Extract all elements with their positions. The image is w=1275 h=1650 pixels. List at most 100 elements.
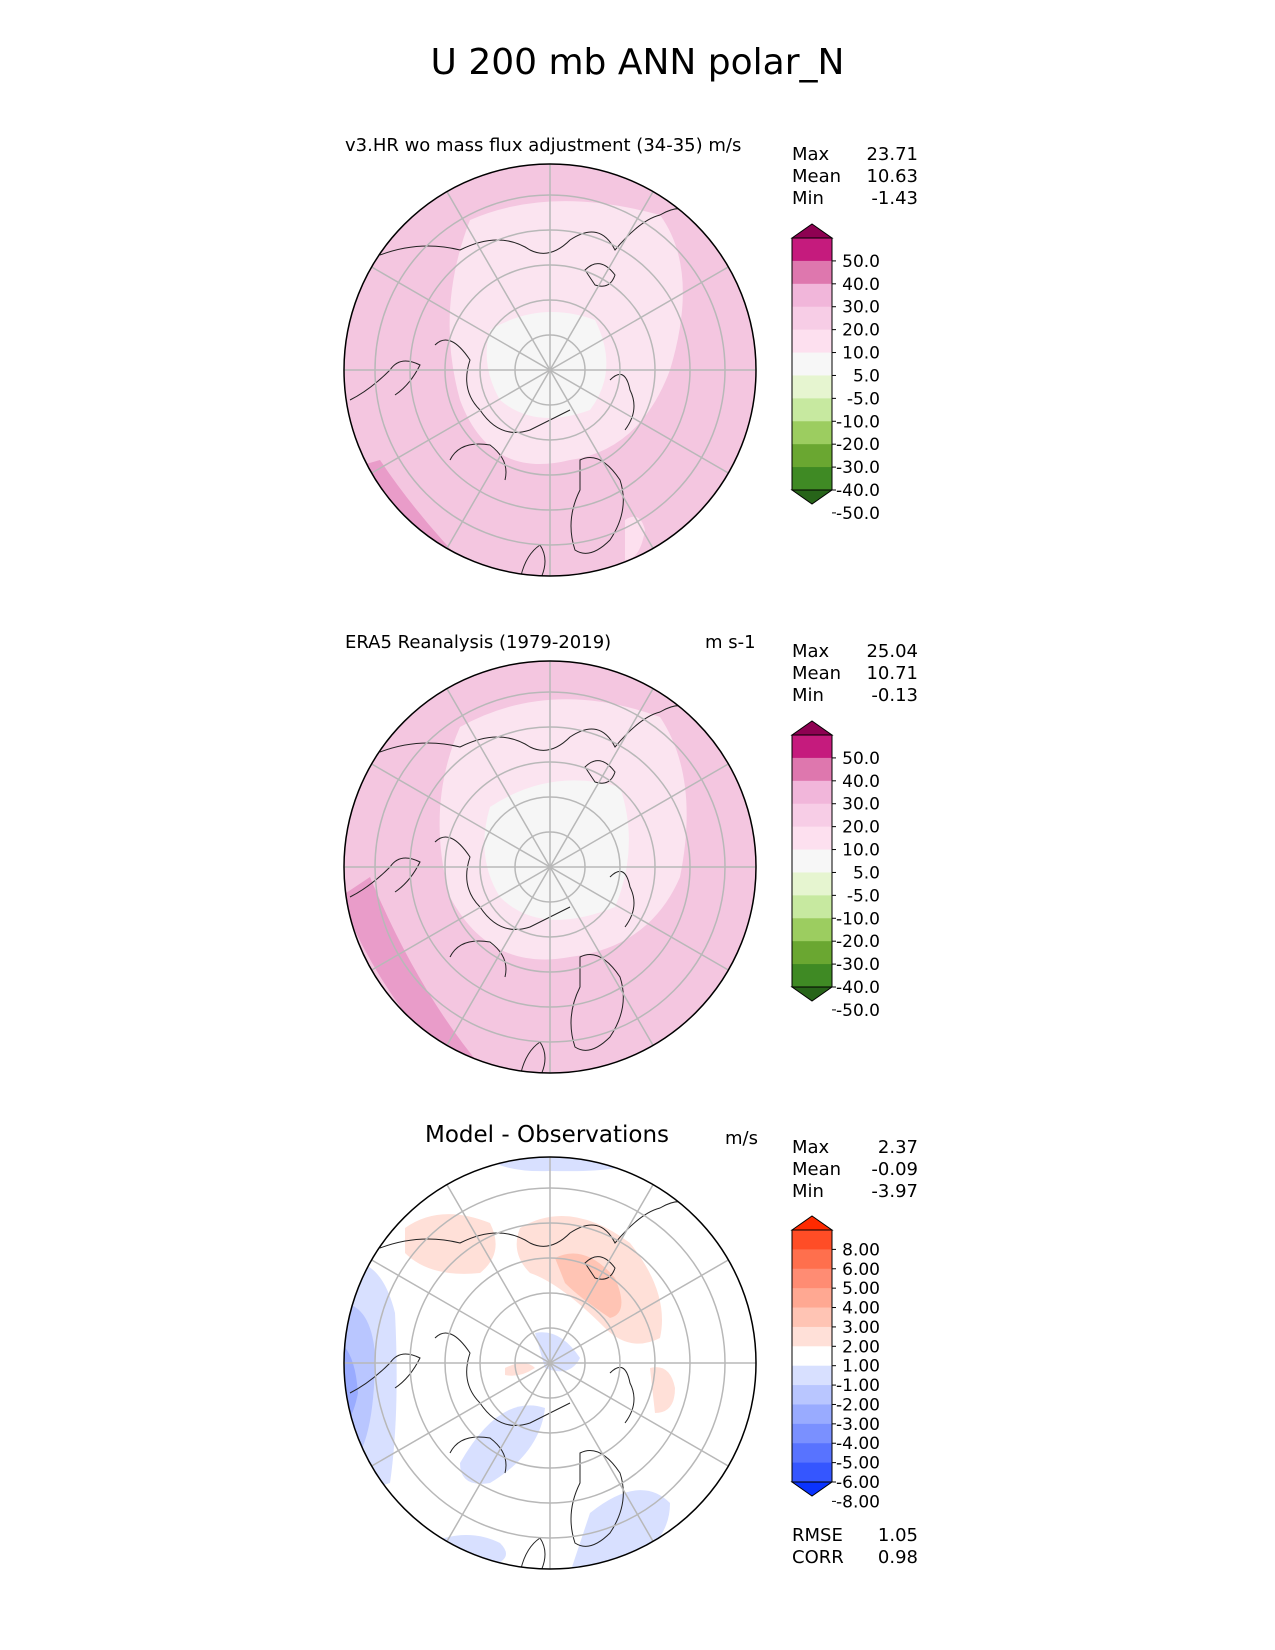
colorbar-segment xyxy=(792,780,832,805)
panel-2-min-value: -0.13 xyxy=(871,685,918,706)
colorbar-tick-label: -3.00 xyxy=(836,1415,880,1435)
field-neg-southeast xyxy=(570,1490,670,1569)
colorbar-tick-label: -1.00 xyxy=(836,1376,880,1396)
colorbar-segment xyxy=(792,1462,832,1483)
colorbar-tick-label: -40.0 xyxy=(836,978,880,998)
panel-2-polar-map xyxy=(343,660,757,1074)
colorbar-tick-label: -8.00 xyxy=(836,1492,880,1512)
panel-1-colorbar: 50.0 40.0 30.0 20.0 10.05.0 -5.0 -10.0 -20.0 -30… xyxy=(790,223,880,524)
colorbar-segment xyxy=(792,238,832,262)
map-boundary xyxy=(343,163,757,577)
colorbar-segment xyxy=(792,1249,832,1270)
colorbar-segment xyxy=(792,1385,832,1405)
colorbar-segment xyxy=(792,735,832,759)
field-pos-northeast-core xyxy=(555,1253,622,1318)
colorbar-tick-label: 40.0 xyxy=(842,772,880,792)
colorbar-tick-label: -2.00 xyxy=(836,1395,880,1415)
colorbar-tick-label: -5.00 xyxy=(836,1454,880,1474)
panel-1-max-label: Max xyxy=(792,144,830,165)
colorbar-tick-label: -30.0 xyxy=(836,955,880,975)
panel-3-max-value: 2.37 xyxy=(877,1137,918,1158)
colorbar-tick-label: -50.0 xyxy=(836,504,880,524)
colorbar-tick-label: 5.0 xyxy=(853,366,880,386)
colorbar-tick-label: -30.0 xyxy=(836,458,880,478)
field-neutral-zone xyxy=(484,780,629,920)
colorbar-tick-label: 30.0 xyxy=(842,298,880,318)
rmse-label: RMSE xyxy=(792,1525,843,1546)
colorbar-segment xyxy=(792,1326,832,1347)
colorbar-segment xyxy=(792,964,832,988)
colorbar-segment xyxy=(792,1404,832,1425)
colorbar-segment xyxy=(792,444,832,468)
colorbar-extend-bottom xyxy=(790,489,834,505)
colorbar-segment xyxy=(792,895,832,919)
colorbar-segment xyxy=(792,941,832,965)
figure-title: U 200 mb ANN polar_N xyxy=(430,42,845,83)
panel-2-units: m s-1 xyxy=(705,632,756,653)
colorbar-tick-label: 50.0 xyxy=(842,749,880,769)
colorbar-tick-label: 5.0 xyxy=(853,863,880,883)
field-strong-band xyxy=(344,877,490,1073)
colorbar-segment xyxy=(792,757,832,782)
colorbar-tick-label: 30.0 xyxy=(842,795,880,815)
panel-3-title: Model - Observations xyxy=(425,1122,670,1148)
panel-3-units: m/s xyxy=(725,1128,758,1149)
map-boundary xyxy=(343,660,757,1074)
panel-3-min-value: -3.97 xyxy=(871,1181,918,1202)
colorbar-tick-label: 10.0 xyxy=(842,344,880,364)
colorbar-extend-top xyxy=(790,223,834,239)
colorbar-segment xyxy=(792,398,832,422)
colorbar-segment xyxy=(792,283,832,308)
graticule xyxy=(344,1157,756,1569)
panel-2-max-value: 25.04 xyxy=(866,641,918,662)
colorbar-segment xyxy=(792,849,832,873)
panel-3-mean-value: -0.09 xyxy=(871,1159,918,1180)
colorbar-tick-label: -50.0 xyxy=(836,1001,880,1021)
panel-1-mean-value: 10.63 xyxy=(866,166,918,187)
colorbar-segment xyxy=(792,467,832,491)
colorbar-tick-label: 2.00 xyxy=(842,1337,880,1357)
corr-value: 0.98 xyxy=(877,1547,918,1568)
colorbar-segment xyxy=(792,1230,832,1250)
colorbar-extend-bottom xyxy=(790,986,834,1002)
colorbar-tick-label: 5.00 xyxy=(842,1279,880,1299)
colorbar-segment xyxy=(792,1365,832,1386)
colorbar-tick-label: -40.0 xyxy=(836,481,880,501)
colorbar-segment xyxy=(792,803,832,828)
colorbar-segment xyxy=(792,1443,832,1464)
panel-3-colorbar: 8.006.005.004.003.002.001.00-1.00-2.00-3… xyxy=(790,1215,880,1512)
colorbar-tick-label: -6.00 xyxy=(836,1473,880,1493)
panel-2-colorbar: 50.0 40.0 30.0 20.0 10.05.0 -5.0 -10.0 -20.0 -30… xyxy=(790,720,880,1021)
colorbar-outline xyxy=(791,1229,833,1483)
coastlines xyxy=(349,705,701,1073)
panel-1-mean-label: Mean xyxy=(792,166,842,187)
colorbar-tick-label: -20.0 xyxy=(836,932,880,952)
colorbar-segment xyxy=(792,826,832,851)
colorbar-tick-label: 20.0 xyxy=(842,321,880,341)
colorbar-tick-label: 40.0 xyxy=(842,275,880,295)
colorbar-extend-top xyxy=(790,1215,834,1231)
field-neg-south xyxy=(410,1535,506,1569)
colorbar-tick-label: -10.0 xyxy=(836,412,880,432)
colorbar-segment xyxy=(792,1268,832,1289)
colorbar-tick-label: -5.0 xyxy=(847,389,880,409)
colorbar-tick-label: 8.00 xyxy=(842,1240,880,1260)
panel-2-mean-value: 10.71 xyxy=(866,663,918,684)
colorbar-segment xyxy=(792,1307,832,1328)
colorbar-segment xyxy=(792,1346,832,1367)
graticule xyxy=(344,164,756,576)
colorbar-tick-label: -5.0 xyxy=(847,886,880,906)
colorbar-tick-label: 10.0 xyxy=(842,841,880,861)
panel-2-max-label: Max xyxy=(792,641,830,662)
colorbar-outline xyxy=(791,734,833,988)
panel-2-mean-label: Mean xyxy=(792,663,842,684)
colorbar-segment xyxy=(792,1423,832,1444)
graticule xyxy=(344,661,756,1073)
colorbar-tick-label: 1.00 xyxy=(842,1357,880,1377)
colorbar-segment xyxy=(792,918,832,942)
corr-label: CORR xyxy=(792,1547,844,1568)
field-weak-patch xyxy=(625,516,645,560)
colorbar-segment xyxy=(792,375,832,399)
rmse-value: 1.05 xyxy=(877,1525,918,1546)
field-pos-east xyxy=(650,1367,675,1413)
